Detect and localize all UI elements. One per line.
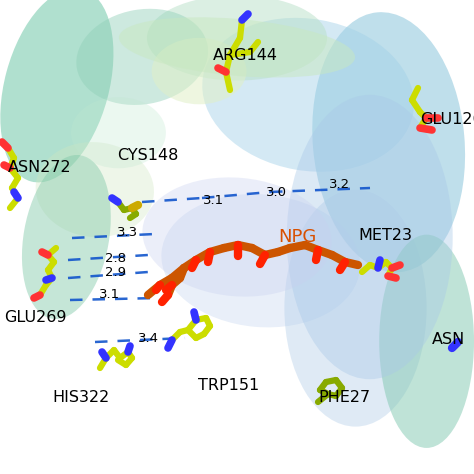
Ellipse shape (71, 97, 166, 168)
Ellipse shape (0, 0, 113, 182)
Ellipse shape (161, 194, 360, 328)
Text: 2.9: 2.9 (106, 265, 127, 279)
Text: ASN272: ASN272 (8, 160, 72, 175)
Text: NPG: NPG (278, 228, 316, 246)
Text: 3.1: 3.1 (100, 289, 120, 301)
Text: 3.4: 3.4 (137, 331, 158, 345)
Ellipse shape (284, 190, 427, 427)
Text: 2.8: 2.8 (106, 252, 127, 264)
Text: 3.3: 3.3 (118, 226, 138, 238)
Ellipse shape (22, 155, 111, 319)
Ellipse shape (119, 17, 355, 78)
Ellipse shape (142, 177, 332, 297)
Ellipse shape (152, 38, 246, 104)
Text: 3.2: 3.2 (329, 179, 351, 191)
Text: ASN: ASN (432, 332, 465, 347)
Ellipse shape (287, 95, 453, 379)
Text: GLU269: GLU269 (4, 310, 66, 325)
Text: 3.1: 3.1 (203, 193, 225, 207)
Ellipse shape (312, 12, 465, 272)
Text: TRP151: TRP151 (198, 378, 259, 393)
Text: GLU126: GLU126 (420, 112, 474, 127)
Ellipse shape (379, 235, 474, 448)
Text: ARG144: ARG144 (212, 48, 277, 63)
Ellipse shape (147, 0, 327, 81)
Text: CYS148: CYS148 (117, 148, 179, 163)
Ellipse shape (76, 9, 208, 105)
Ellipse shape (36, 142, 154, 237)
Text: 3.0: 3.0 (265, 185, 286, 199)
Text: MET23: MET23 (358, 228, 412, 243)
Ellipse shape (202, 18, 414, 172)
Text: PHE27: PHE27 (318, 390, 370, 405)
Text: HIS322: HIS322 (52, 390, 109, 405)
